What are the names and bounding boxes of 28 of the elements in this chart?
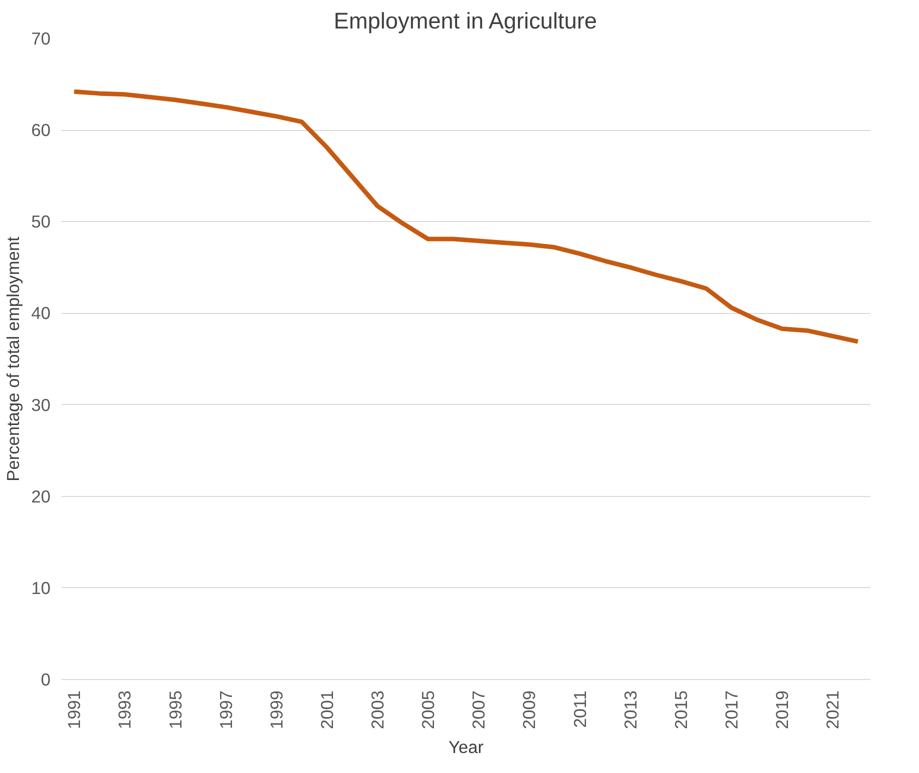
x-tick-label: 2015 bbox=[670, 690, 691, 730]
x-tick-label: 2009 bbox=[519, 690, 540, 730]
x-tick-label: 2017 bbox=[721, 690, 742, 730]
y-tick-label: 20 bbox=[31, 486, 51, 506]
x-tick-label: 2019 bbox=[772, 690, 792, 730]
x-tick-label: 1995 bbox=[165, 690, 186, 730]
x-tick-label: 1999 bbox=[266, 690, 286, 730]
y-axis-title: Percentage of total employment bbox=[3, 236, 24, 482]
x-axis-title: Year bbox=[448, 737, 484, 758]
y-tick-label: 10 bbox=[31, 578, 51, 598]
x-tick-label: 2007 bbox=[468, 690, 489, 730]
y-tick-label: 70 bbox=[31, 28, 51, 48]
x-tick-label: 1993 bbox=[114, 690, 135, 730]
line-series bbox=[72, 89, 860, 344]
x-tick-label: 2001 bbox=[316, 690, 337, 730]
x-tick-label: 2013 bbox=[620, 690, 640, 730]
x-tick-label: 2011 bbox=[570, 690, 590, 728]
x-tick-label: 1991 bbox=[64, 690, 84, 730]
x-tick-label: 1997 bbox=[216, 690, 236, 730]
y-tick-label: 60 bbox=[31, 120, 51, 140]
x-tick-label: 2003 bbox=[368, 690, 388, 730]
y-tick-label: 40 bbox=[31, 303, 51, 324]
chart-title: Employment in Agriculture bbox=[334, 8, 597, 34]
y-tick-label: 0 bbox=[40, 670, 51, 690]
x-tick-label: 2021 bbox=[822, 690, 843, 730]
y-tick-label: 50 bbox=[31, 212, 51, 232]
x-tick-label: 2005 bbox=[418, 690, 438, 730]
y-tick-label: 30 bbox=[31, 394, 51, 415]
